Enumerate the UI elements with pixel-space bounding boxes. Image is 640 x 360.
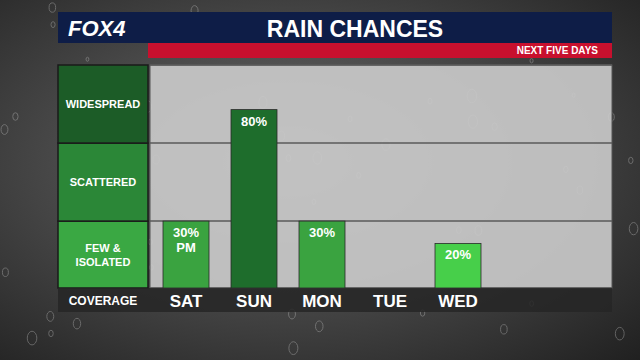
raindrop	[629, 157, 633, 163]
raindrop	[315, 321, 323, 332]
raindrop	[49, 330, 53, 336]
raindrop	[2, 268, 8, 277]
bar	[435, 243, 481, 288]
data-label: 80%	[241, 114, 267, 129]
data-labels: 30%PM80%30%20%	[173, 114, 471, 263]
data-label-line: 20%	[445, 247, 471, 262]
category-row	[58, 288, 612, 312]
plot-area	[150, 65, 612, 288]
coverage-band	[58, 65, 148, 143]
raindrop	[51, 22, 55, 28]
band-label-line: FEW &	[85, 242, 120, 254]
band-label-line: SCATTERED	[70, 176, 136, 188]
logo: FOX4	[68, 16, 125, 41]
title: RAIN CHANCES	[267, 16, 443, 42]
band-label: WIDESPREAD	[66, 98, 141, 110]
raindrop	[49, 3, 56, 12]
data-label-line: 30%	[173, 225, 199, 240]
data-label-line: PM	[176, 240, 196, 255]
raindrop	[27, 331, 37, 345]
background	[0, 0, 640, 360]
grid-line	[150, 142, 612, 144]
data-label: 20%	[445, 247, 471, 262]
coverage-band	[58, 143, 148, 221]
header-bar	[58, 12, 612, 43]
raindrop	[73, 318, 80, 329]
raindrop	[13, 113, 18, 121]
bar	[299, 221, 345, 288]
x-tick-label: SUN	[236, 292, 272, 311]
data-label-line: 30%	[309, 225, 335, 240]
raindrop	[629, 223, 638, 235]
raindrop	[1, 125, 8, 135]
band-label: FEW & ISOLATED	[76, 242, 131, 268]
bar	[163, 221, 209, 288]
raindrop	[530, 59, 533, 63]
coverage-band	[58, 221, 148, 288]
band-label-line: WIDESPREAD	[66, 98, 141, 110]
raindrop	[501, 325, 508, 334]
x-tick-label: WED	[438, 292, 478, 311]
bar	[231, 110, 277, 288]
grid-line	[150, 220, 612, 222]
axis-label: COVERAGE	[69, 294, 138, 308]
raindrop	[289, 342, 298, 355]
raindrop	[47, 311, 54, 321]
data-label: 30%	[309, 225, 335, 240]
band-label: SCATTERED	[70, 176, 136, 188]
raindrop	[615, 327, 624, 340]
chart-root: FOX4 RAIN CHANCES NEXT FIVE DAYS FEW & ISOLA…	[0, 0, 640, 360]
raindrop	[86, 57, 89, 61]
x-tick-label: TUE	[373, 292, 407, 311]
data-label: 30%PM	[173, 225, 199, 255]
data-label-line: 80%	[241, 114, 267, 129]
subtitle: NEXT FIVE DAYS	[517, 45, 599, 56]
grid-line	[150, 64, 612, 66]
x-tick-label: SAT	[170, 292, 203, 311]
raindrops	[1, 3, 638, 355]
x-tick-label: MON	[302, 292, 342, 311]
band-label-line: ISOLATED	[76, 256, 131, 268]
subtitle-bar	[148, 43, 612, 58]
bars	[163, 110, 481, 288]
